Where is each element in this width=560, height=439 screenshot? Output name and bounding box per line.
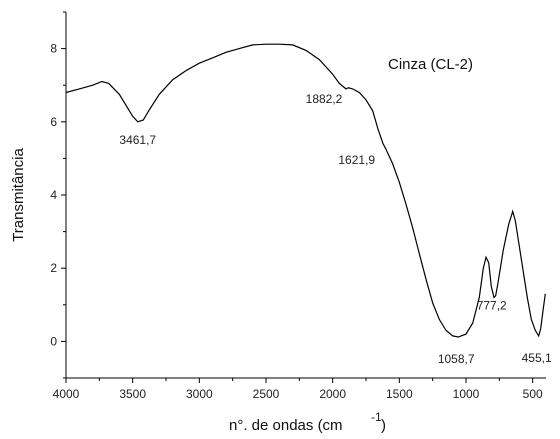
x-axis-title-superscript: -1 bbox=[371, 410, 382, 424]
x-axis-title-close: ) bbox=[381, 417, 386, 434]
ticks: 4000 3500 3000 2500 2000 1500 1000 500 0 2 4 6 8 bbox=[50, 11, 543, 401]
y-tick-label: 8 bbox=[50, 42, 57, 56]
peak-label: 1882,2 bbox=[306, 92, 343, 106]
x-tick-label: 2000 bbox=[319, 387, 346, 401]
x-tick-label: 1500 bbox=[386, 387, 413, 401]
y-axis-title: Transmitância bbox=[10, 148, 27, 242]
chart-title: Cinza (CL-2) bbox=[388, 56, 473, 73]
peak-annotations: 3461,7 1882,2 1621,9 1058,7 777,2 455,1 bbox=[119, 92, 552, 366]
y-tick-label: 2 bbox=[50, 261, 57, 275]
y-tick-label: 4 bbox=[50, 188, 57, 202]
y-tick-label: 0 bbox=[50, 334, 57, 348]
axes bbox=[65, 12, 546, 379]
peak-label: 3461,7 bbox=[119, 133, 156, 147]
x-tick-label: 3500 bbox=[119, 387, 146, 401]
peak-label: 455,1 bbox=[522, 351, 552, 365]
x-tick-label: 500 bbox=[523, 387, 543, 401]
x-tick-label: 3000 bbox=[186, 387, 213, 401]
x-tick-label: 1000 bbox=[453, 387, 480, 401]
peak-label: 777,2 bbox=[477, 299, 507, 313]
y-tick-label: 6 bbox=[50, 115, 57, 129]
peak-label: 1621,9 bbox=[338, 153, 375, 167]
x-axis-title: n°. de ondas (cm bbox=[229, 417, 343, 434]
x-tick-label: 4000 bbox=[53, 387, 80, 401]
x-tick-label: 2500 bbox=[253, 387, 280, 401]
peak-label: 1058,7 bbox=[438, 352, 475, 366]
spectrum-line bbox=[65, 43, 546, 338]
